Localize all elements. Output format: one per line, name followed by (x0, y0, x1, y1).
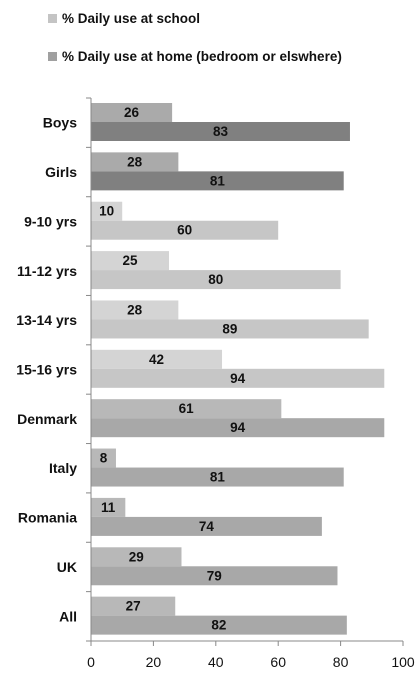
data-label-school-9-10-yrs: 10 (99, 204, 114, 219)
bar-school-denmark (91, 399, 282, 419)
data-label-school-13-14-yrs: 28 (127, 302, 143, 317)
x-tick-label-0: 0 (87, 654, 95, 670)
x-tick-label-100: 100 (391, 654, 415, 670)
legend-swatch-school (48, 13, 57, 23)
bar-school-boys (91, 103, 173, 122)
data-label-school-15-16-yrs: 42 (149, 352, 164, 367)
category-label-romania: Romania (18, 510, 77, 526)
data-label-home-all: 82 (211, 618, 226, 633)
data-label-home-uk: 79 (207, 568, 222, 583)
legend-label-home: % Daily use at home (bedroom or elswhere… (62, 48, 342, 64)
data-label-home-15-16-yrs: 94 (230, 371, 246, 386)
category-label-denmark: Denmark (17, 411, 77, 427)
category-label-boys: Boys (43, 115, 77, 131)
bar-school-15-16-yrs (91, 349, 223, 369)
x-tick-label-20: 20 (146, 654, 162, 670)
bar-home-romania (91, 516, 322, 536)
legend-item-home: % Daily use at home (bedroom or elswhere… (48, 46, 342, 66)
data-label-school-11-12-yrs: 25 (122, 253, 138, 268)
data-label-school-all: 27 (126, 599, 141, 614)
bar-home-13-14-yrs (91, 319, 369, 339)
bar-home-denmark (91, 418, 385, 438)
category-label-11-12-yrs: 11-12 yrs (17, 263, 77, 279)
data-label-home-italy: 81 (210, 470, 226, 485)
x-tick-label-60: 60 (270, 654, 286, 670)
bar-home-all (91, 615, 347, 635)
data-label-school-romania: 11 (101, 500, 116, 515)
category-label-13-14-yrs: 13-14 yrs (16, 312, 77, 328)
bar-home-boys (91, 122, 350, 141)
legend-swatch-home (48, 51, 57, 61)
category-label-italy: Italy (49, 460, 77, 476)
data-label-home-13-14-yrs: 89 (222, 321, 237, 336)
category-label-uk: UK (57, 559, 77, 575)
data-label-home-denmark: 94 (230, 420, 246, 435)
legend: % Daily use at school % Daily use at hom… (48, 8, 342, 84)
data-label-school-italy: 8 (100, 451, 108, 466)
bar-school-girls (91, 152, 179, 172)
data-label-home-boys: 83 (213, 124, 229, 139)
data-label-home-romania: 74 (199, 519, 215, 534)
bar-school-13-14-yrs (91, 300, 179, 320)
category-label-girls: Girls (45, 164, 77, 180)
bar-school-9-10-yrs (91, 201, 123, 221)
bar-home-italy (91, 467, 344, 487)
category-label-15-16-yrs: 15-16 yrs (16, 362, 77, 378)
data-label-school-boys: 26 (124, 105, 140, 120)
x-tick-label-40: 40 (208, 654, 224, 670)
bar-home-uk (91, 566, 338, 586)
bar-school-romania (91, 497, 126, 517)
data-label-school-denmark: 61 (179, 401, 195, 416)
x-tick-label-80: 80 (333, 654, 349, 670)
data-label-home-9-10-yrs: 60 (177, 223, 192, 238)
bar-school-all (91, 596, 176, 616)
bar-school-uk (91, 547, 182, 567)
bar-home-11-12-yrs (91, 270, 341, 290)
bar-school-11-12-yrs (91, 251, 169, 271)
legend-label-school: % Daily use at school (62, 10, 201, 26)
bar-home-15-16-yrs (91, 368, 385, 388)
data-label-home-11-12-yrs: 80 (208, 272, 223, 287)
category-label-all: All (59, 608, 77, 624)
data-label-home-girls: 81 (210, 173, 226, 188)
legend-item-school: % Daily use at school (48, 8, 342, 28)
bar-home-9-10-yrs (91, 220, 279, 240)
data-label-school-uk: 29 (129, 549, 144, 564)
category-label-9-10-yrs: 9-10 yrs (24, 213, 77, 229)
data-label-school-girls: 28 (127, 154, 143, 169)
bar-school-italy (91, 448, 116, 468)
bar-home-girls (91, 171, 344, 191)
